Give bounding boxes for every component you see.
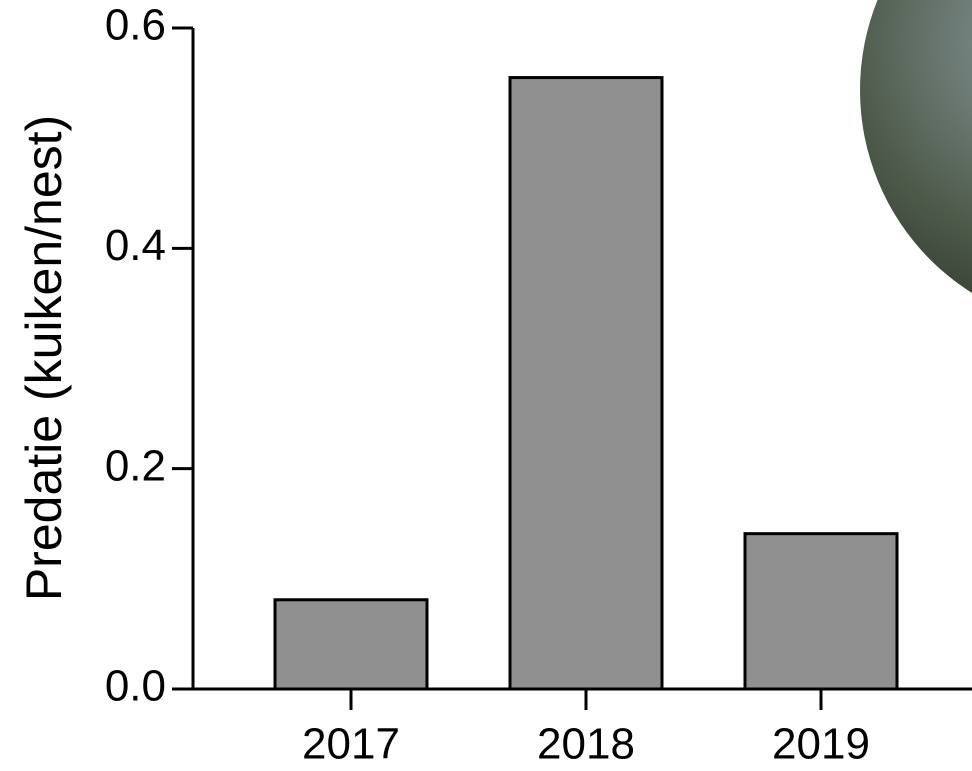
y-tick-label: 0.2	[105, 441, 166, 490]
y-tick-label: 0.6	[105, 1, 166, 50]
y-tick-label: 0.4	[105, 221, 166, 270]
bar	[273, 598, 429, 691]
x-tick-label: 2017	[302, 720, 400, 769]
photo-inset	[860, 0, 972, 294]
bar	[508, 76, 664, 691]
y-axis-title: Predatie (kuiken/nest)	[16, 115, 72, 601]
bar	[743, 532, 899, 691]
x-tick-label: 2018	[537, 720, 635, 769]
y-tick-label: 0.0	[105, 662, 166, 711]
x-tick-label: 2019	[772, 720, 870, 769]
